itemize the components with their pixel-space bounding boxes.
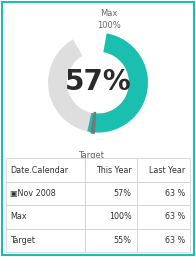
Text: Max
100%: Max 100% [97, 9, 121, 30]
Text: Target
55%: Target 55% [78, 151, 104, 172]
Text: 57%: 57% [65, 68, 131, 96]
Wedge shape [90, 112, 96, 134]
Wedge shape [48, 33, 148, 133]
Wedge shape [87, 33, 148, 133]
